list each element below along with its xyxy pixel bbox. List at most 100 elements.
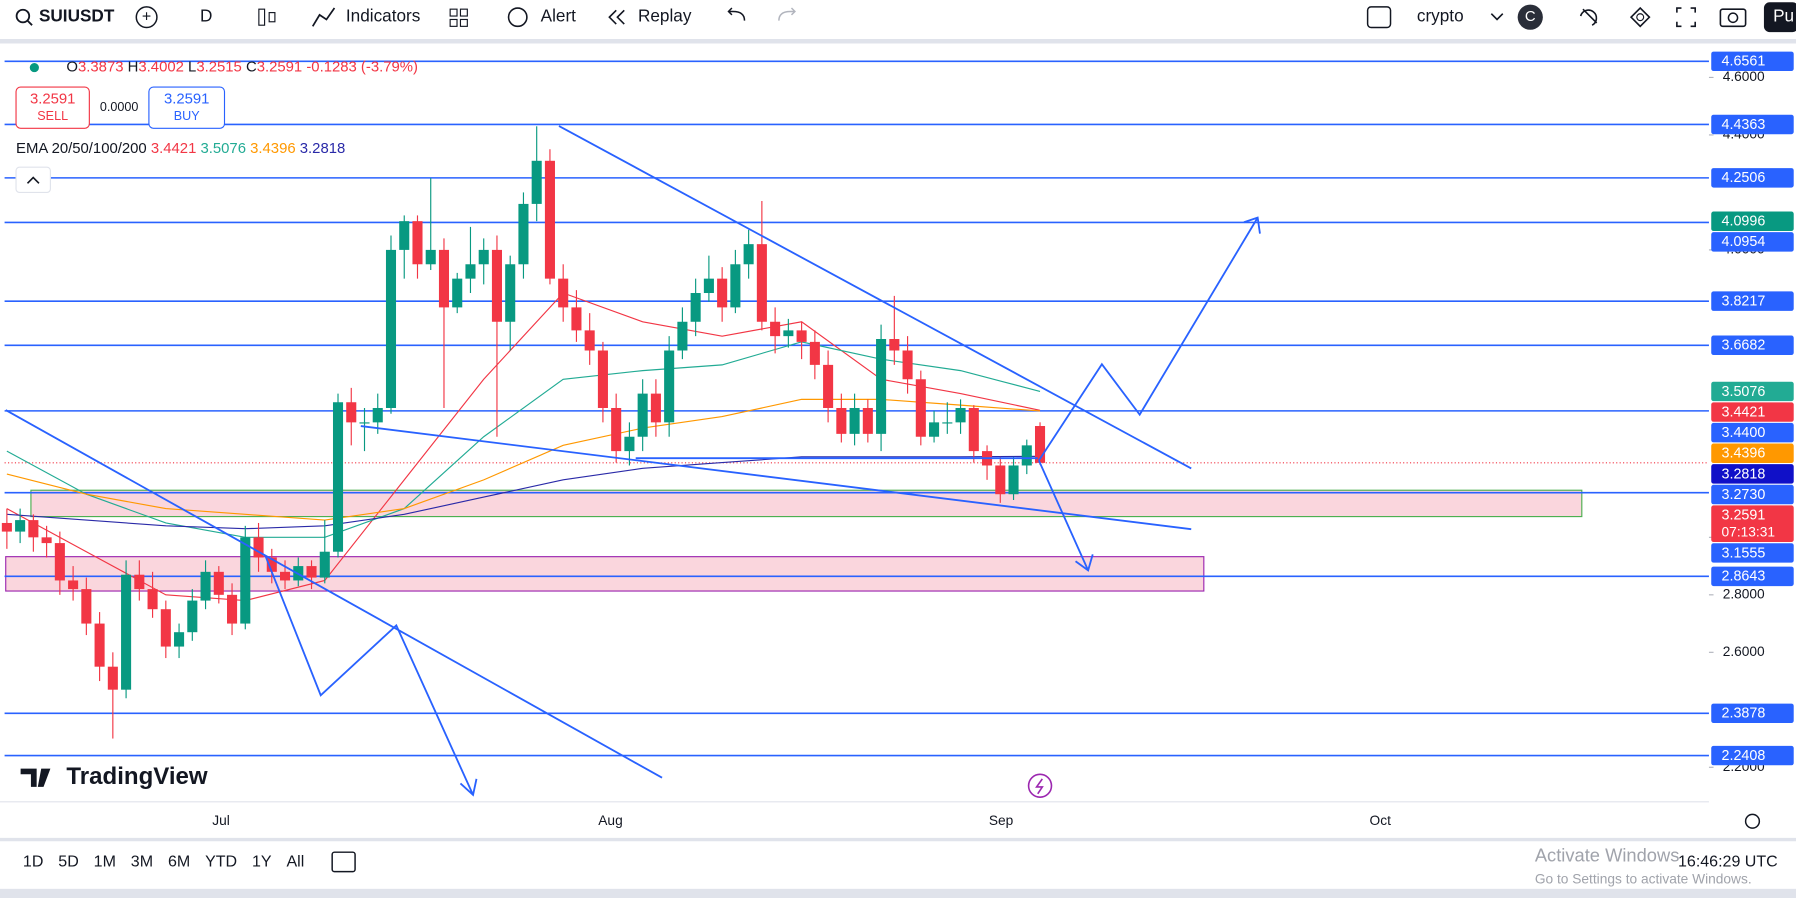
timeframe-button[interactable]: 6M: [168, 853, 190, 871]
quick-search[interactable]: [1579, 8, 1598, 26]
o-value: 3.3873: [78, 60, 124, 76]
price-tag: [1711, 566, 1794, 587]
layout-name[interactable]: crypto: [1417, 6, 1464, 26]
ohlc: O3.3873 H3.4002 L3.2515 C3.2591 -0.1283 …: [66, 60, 418, 76]
candle-body: [266, 557, 277, 572]
candle-body: [531, 160, 542, 204]
candle-body: [929, 422, 940, 437]
path-arrow[interactable]: [264, 556, 478, 797]
ema-line: [6, 455, 1041, 530]
ema-title: EMA 20/50/100/200: [16, 141, 147, 157]
price-tag: [1711, 114, 1794, 135]
date-range-icon[interactable]: [331, 851, 356, 873]
timeframe-button[interactable]: 1Y: [252, 853, 272, 871]
axis-settings[interactable]: [1744, 813, 1761, 829]
trend-drawings: [5, 125, 1261, 797]
candle-body: [584, 330, 595, 351]
interval[interactable]: D: [200, 6, 212, 26]
price-tag: [1711, 168, 1794, 188]
trendline[interactable]: [360, 425, 1192, 531]
candle-body: [1034, 426, 1046, 463]
candle-body: [995, 465, 1006, 495]
timeframe-button[interactable]: All: [286, 853, 304, 871]
clock[interactable]: 16:46:29 UTC: [1678, 853, 1778, 871]
ema-value: 3.5076: [200, 141, 246, 157]
candle-body: [385, 249, 397, 408]
events-bolt: [1035, 778, 1044, 795]
price-tag: [1711, 402, 1794, 422]
path-arrow[interactable]: [1038, 216, 1261, 461]
sell-button[interactable]: [15, 86, 90, 129]
ema-value: 3.2818: [300, 141, 346, 157]
redo[interactable]: [778, 7, 796, 21]
layout-dropdown[interactable]: [1490, 13, 1504, 21]
candle-body: [438, 249, 450, 308]
collapse-legend[interactable]: [15, 166, 51, 194]
trendline[interactable]: [558, 125, 1192, 470]
price-tag: [1711, 443, 1794, 464]
timeframe-button[interactable]: 1D: [23, 853, 43, 871]
alert-icon: [507, 7, 528, 28]
y-tick-label: 2.8000: [1723, 586, 1765, 601]
price-tag-label: 3.4396: [1722, 446, 1766, 462]
activation-hint: Go to Settings to activate Windows.: [1535, 871, 1752, 886]
events-icon[interactable]: [1027, 773, 1053, 799]
chart-type-icon[interactable]: [258, 8, 266, 26]
price-tag-label: 3.8217: [1722, 294, 1766, 310]
candle-body: [650, 393, 661, 423]
publish-button[interactable]: [1763, 2, 1796, 33]
candle-body: [836, 407, 847, 434]
symbol[interactable]: SUIUSDT: [39, 6, 115, 26]
trendline[interactable]: [5, 409, 663, 779]
avatar-letter: C: [1525, 9, 1536, 25]
candle-body: [823, 364, 834, 408]
candle-body: [518, 203, 529, 265]
buy-button[interactable]: [148, 86, 226, 129]
candle-body: [544, 160, 555, 279]
timeframe-button[interactable]: 5D: [58, 853, 78, 871]
undo[interactable]: [727, 7, 746, 21]
candle-body: [690, 293, 701, 322]
alert-button[interactable]: Alert: [541, 6, 577, 26]
templates-icon[interactable]: [449, 8, 468, 27]
o-key: O: [66, 60, 78, 76]
candle-body: [770, 321, 781, 337]
candle-body: [809, 341, 820, 365]
timeframe-button[interactable]: 3M: [131, 853, 153, 871]
price-tag: [1711, 505, 1794, 543]
path-arrow[interactable]: [1038, 460, 1094, 572]
settings-icon[interactable]: [1629, 6, 1651, 28]
candle-body: [1, 522, 12, 532]
timeframe-button[interactable]: 1M: [94, 853, 116, 871]
replay-button[interactable]: Replay: [638, 6, 692, 26]
candle-body: [332, 402, 344, 552]
avatar[interactable]: [1517, 4, 1543, 30]
candle-body: [147, 589, 158, 610]
price-tag-label: 3.4400: [1722, 425, 1766, 441]
price-tag: [1711, 484, 1794, 505]
candle-body: [968, 407, 979, 452]
candle-body: [81, 589, 92, 624]
snapshot[interactable]: [1719, 8, 1747, 28]
fullscreen[interactable]: [1676, 7, 1697, 28]
price-tag: [1711, 291, 1794, 311]
candle-body: [94, 623, 105, 667]
candle-body: [889, 339, 900, 351]
support-zone[interactable]: [30, 489, 1583, 518]
add-symbol[interactable]: [135, 6, 158, 29]
price-tag: [1711, 703, 1794, 724]
legend: O3.3873 H3.4002 L3.2515 C3.2591 -0.1283 …: [15, 60, 418, 194]
replay-icon: [608, 9, 625, 25]
demand-zone[interactable]: [5, 556, 1205, 592]
search-icon[interactable]: [15, 8, 31, 24]
layout-icon[interactable]: [1366, 6, 1392, 29]
footer-strip: [0, 888, 1796, 898]
price-tag: [1711, 232, 1794, 252]
indicators-button[interactable]: Indicators: [346, 6, 420, 26]
activation-title: Activate Windows: [1535, 845, 1680, 866]
timeframe-button[interactable]: YTD: [205, 853, 237, 871]
candle-body: [597, 350, 608, 408]
h-key: H: [128, 60, 139, 76]
candle-body: [121, 574, 132, 690]
price-tag-label: 4.0996: [1722, 214, 1766, 230]
